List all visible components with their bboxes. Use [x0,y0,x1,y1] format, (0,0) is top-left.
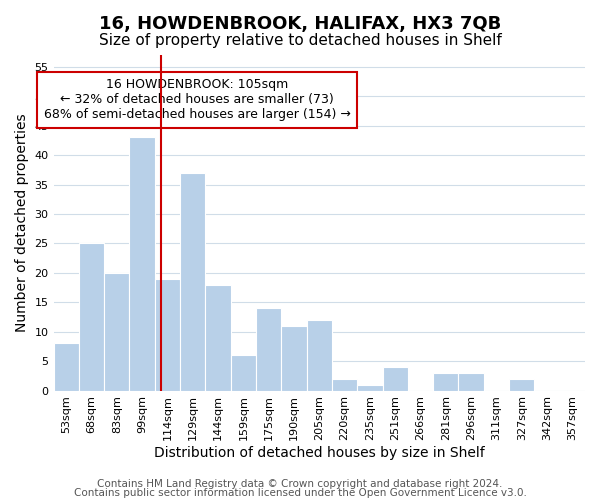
Bar [383,367,408,390]
Bar [205,284,230,391]
Bar [104,273,130,390]
Bar [256,308,281,390]
Y-axis label: Number of detached properties: Number of detached properties [15,114,29,332]
Text: Size of property relative to detached houses in Shelf: Size of property relative to detached ho… [98,32,502,48]
Bar [433,373,458,390]
Bar [79,244,104,390]
Bar [357,384,383,390]
X-axis label: Distribution of detached houses by size in Shelf: Distribution of detached houses by size … [154,446,485,460]
Text: 16 HOWDENBROOK: 105sqm
← 32% of detached houses are smaller (73)
68% of semi-det: 16 HOWDENBROOK: 105sqm ← 32% of detached… [44,78,350,122]
Bar [307,320,332,390]
Bar [230,356,256,390]
Bar [53,344,79,390]
Text: 16, HOWDENBROOK, HALIFAX, HX3 7QB: 16, HOWDENBROOK, HALIFAX, HX3 7QB [99,15,501,33]
Bar [180,172,205,390]
Bar [155,278,180,390]
Bar [509,379,535,390]
Bar [458,373,484,390]
Bar [130,138,155,390]
Bar [281,326,307,390]
Text: Contains HM Land Registry data © Crown copyright and database right 2024.: Contains HM Land Registry data © Crown c… [97,479,503,489]
Bar [332,379,357,390]
Text: Contains public sector information licensed under the Open Government Licence v3: Contains public sector information licen… [74,488,526,498]
